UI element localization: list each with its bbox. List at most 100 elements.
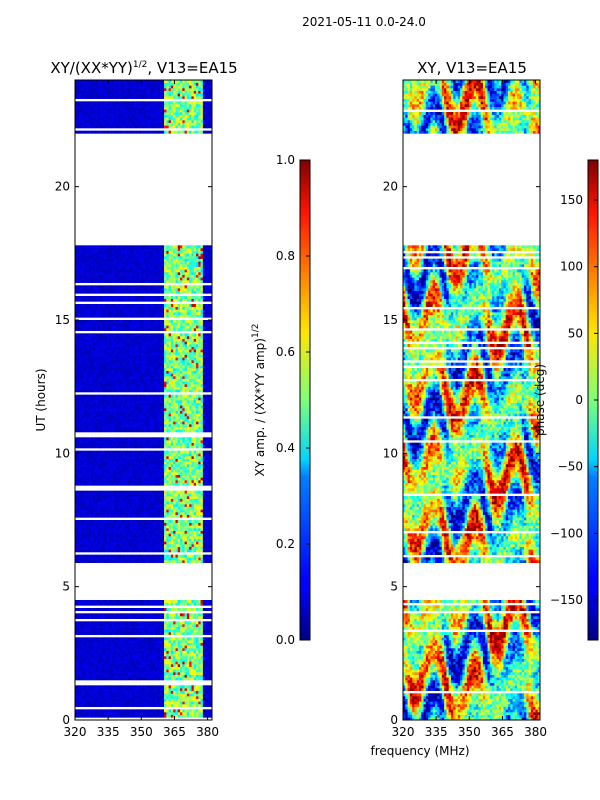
heatmap-cell xyxy=(182,474,185,478)
heatmap-cell xyxy=(173,474,176,478)
heatmap-cell xyxy=(102,664,106,667)
heatmap-cell xyxy=(175,642,179,646)
heatmap-cell xyxy=(175,450,179,454)
heatmap-cell xyxy=(164,530,167,534)
heatmap-cell xyxy=(111,512,115,515)
heatmap-cell xyxy=(90,528,94,531)
heatmap-cell xyxy=(136,653,140,657)
heatmap-cell xyxy=(202,546,206,550)
heatmap-cell xyxy=(129,664,133,667)
heatmap-cell xyxy=(150,600,154,603)
heatmap-cell xyxy=(120,490,124,494)
heatmap-cell xyxy=(79,472,83,475)
heatmap-cell xyxy=(164,541,167,545)
heatmap-cell xyxy=(196,466,199,470)
heatmap-cell xyxy=(102,690,106,694)
heatmap-cell xyxy=(152,608,156,611)
heatmap-cell xyxy=(132,701,135,705)
heatmap-cell xyxy=(90,560,94,563)
heatmap-cell xyxy=(75,693,78,697)
heatmap-cell xyxy=(120,528,124,531)
heatmap-cell xyxy=(177,522,181,526)
heatmap-cell xyxy=(127,456,131,459)
heatmap-cell xyxy=(209,458,212,462)
heatmap-cell xyxy=(93,693,96,697)
heatmap-cell xyxy=(127,629,131,633)
heatmap-cell xyxy=(168,544,172,547)
heatmap-cell xyxy=(193,616,197,619)
heatmap-cell xyxy=(145,648,149,651)
heatmap-cell xyxy=(182,530,185,534)
heatmap-cell xyxy=(106,440,110,443)
heatmap-cell xyxy=(127,498,131,502)
heatmap-cell xyxy=(79,632,83,635)
heatmap-cell xyxy=(102,714,106,718)
heatmap-cell xyxy=(152,546,156,550)
heatmap-cell xyxy=(164,490,167,494)
heatmap-cell xyxy=(106,690,110,694)
heatmap-cell xyxy=(134,557,138,561)
heatmap-cell xyxy=(138,440,142,443)
heatmap-cell xyxy=(84,472,87,475)
heatmap-cell xyxy=(77,450,80,454)
heatmap-cell xyxy=(154,442,158,446)
heatmap-cell xyxy=(77,624,80,627)
heatmap-cell xyxy=(161,429,165,433)
heatmap-cell xyxy=(102,453,106,457)
heatmap-cell xyxy=(198,442,201,446)
heatmap-cell xyxy=(202,629,206,633)
heatmap-cell xyxy=(84,437,87,441)
heatmap-cell xyxy=(189,616,192,619)
heatmap-cell xyxy=(166,621,170,625)
heatmap-cell xyxy=(134,477,138,481)
heatmap-cell xyxy=(118,512,122,515)
heatmap-cell xyxy=(86,709,90,713)
heatmap-cell xyxy=(168,490,172,494)
heatmap-cell xyxy=(129,472,133,475)
heatmap-cell xyxy=(88,664,92,667)
heatmap-cell xyxy=(138,536,142,539)
heatmap-cell xyxy=(157,653,160,657)
heatmap-cell xyxy=(202,645,206,649)
heatmap-cell xyxy=(191,672,195,675)
heatmap-cell xyxy=(102,480,106,483)
heatmap-cell xyxy=(136,461,140,465)
heatmap-cell xyxy=(122,544,126,547)
heatmap-cell xyxy=(138,685,142,689)
heatmap-cell xyxy=(75,621,78,625)
heatmap-cell xyxy=(81,714,85,718)
heatmap-cell xyxy=(189,472,192,475)
heatmap-cell xyxy=(145,690,149,694)
heatmap-cell xyxy=(152,698,156,702)
heatmap-cell xyxy=(170,522,174,526)
heatmap-cell xyxy=(186,450,190,454)
heatmap-cell xyxy=(189,421,192,425)
heatmap-cell xyxy=(173,613,176,617)
heatmap-cell xyxy=(100,541,103,545)
heatmap-cell xyxy=(84,477,87,481)
heatmap-cell xyxy=(175,538,179,542)
heatmap-cell xyxy=(209,456,212,459)
heatmap-cell xyxy=(90,437,94,441)
heatmap-cell xyxy=(106,704,110,707)
heatmap-cell xyxy=(111,445,115,449)
heatmap-cell xyxy=(100,613,103,617)
heatmap-cell xyxy=(95,650,99,654)
heatmap-cell xyxy=(84,525,87,529)
heatmap-cell xyxy=(205,477,208,481)
heatmap-cell xyxy=(136,522,140,526)
heatmap-cell xyxy=(132,602,135,606)
heatmap-cell xyxy=(191,546,195,550)
heatmap-cell xyxy=(136,688,140,691)
heatmap-cell xyxy=(191,424,195,427)
heatmap-cell xyxy=(159,658,163,662)
heatmap-cell xyxy=(132,464,135,467)
heatmap-cell xyxy=(122,437,126,441)
heatmap-cell xyxy=(132,501,135,505)
heatmap-cell xyxy=(200,608,204,611)
heatmap-cell xyxy=(200,560,204,563)
heatmap-cell xyxy=(152,509,156,513)
heatmap-cell xyxy=(159,693,163,697)
heatmap-cell xyxy=(84,549,87,553)
heatmap-cell xyxy=(186,528,190,531)
